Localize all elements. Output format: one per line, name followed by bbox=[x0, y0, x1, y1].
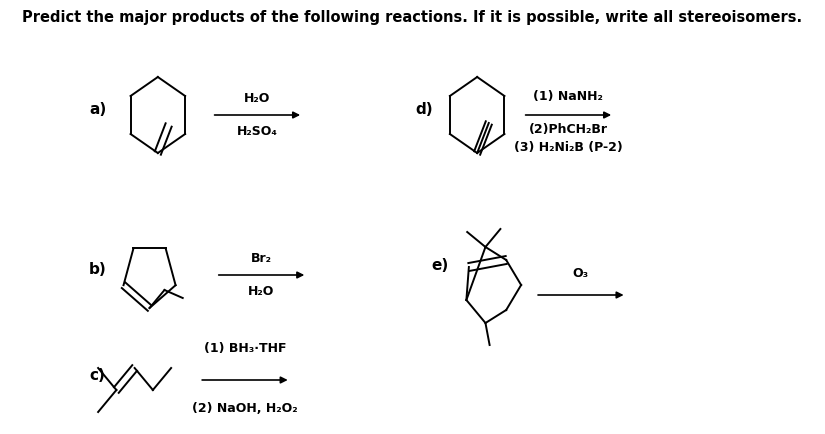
Text: b): b) bbox=[89, 263, 106, 277]
Text: a): a) bbox=[89, 102, 106, 118]
Text: c): c) bbox=[89, 368, 105, 382]
Text: H₂O: H₂O bbox=[248, 285, 275, 298]
Text: (2)PhCH₂Br: (2)PhCH₂Br bbox=[529, 123, 608, 136]
Text: H₂O: H₂O bbox=[244, 92, 271, 105]
Text: Predict the major products of the following reactions. If it is possible, write : Predict the major products of the follow… bbox=[22, 10, 803, 25]
Text: (2) NaOH, H₂O₂: (2) NaOH, H₂O₂ bbox=[192, 402, 298, 415]
Text: d): d) bbox=[415, 102, 432, 118]
Text: (3) H₂Ni₂B (P-2): (3) H₂Ni₂B (P-2) bbox=[514, 141, 623, 154]
Text: H₂SO₄: H₂SO₄ bbox=[237, 125, 278, 138]
Text: (1) BH₃·THF: (1) BH₃·THF bbox=[204, 342, 286, 355]
Text: (1) NaNH₂: (1) NaNH₂ bbox=[534, 90, 603, 103]
Text: Br₂: Br₂ bbox=[251, 252, 272, 265]
Text: e): e) bbox=[431, 257, 449, 273]
Text: O₃: O₃ bbox=[573, 267, 589, 280]
